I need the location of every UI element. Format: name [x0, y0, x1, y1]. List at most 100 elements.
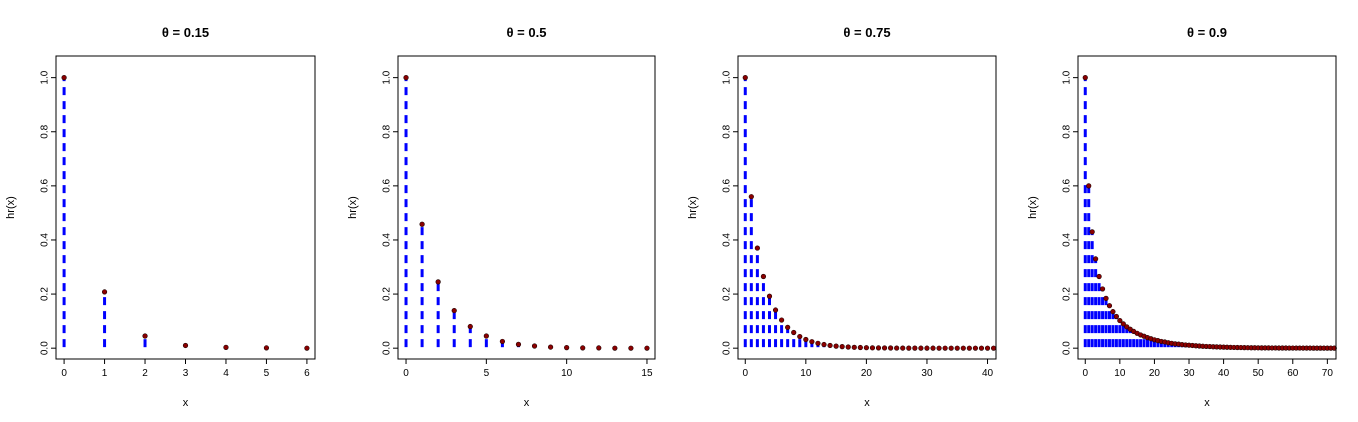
data-point: [644, 345, 650, 351]
y-tick-label: 1.0: [40, 70, 51, 84]
y-axis-label: hr(x): [347, 196, 359, 219]
chart-title: θ = 0.75: [843, 25, 890, 40]
data-point: [875, 345, 882, 351]
y-tick-label: 0.6: [382, 178, 393, 192]
y-tick-label: 1.0: [1062, 70, 1073, 84]
x-axis-label: x: [864, 397, 870, 409]
y-axis-label: hr(x): [687, 196, 699, 219]
y-tick-label: 0.4: [1062, 233, 1073, 247]
x-tick-label: 20: [861, 368, 873, 379]
x-tick-label: 5: [264, 368, 270, 379]
y-tick-label: 0.0: [40, 341, 51, 355]
x-tick-label: 60: [1287, 368, 1299, 379]
data-point: [1106, 303, 1113, 309]
x-tick-label: 1: [102, 368, 108, 379]
data-point: [906, 345, 912, 351]
data-point: [1089, 229, 1095, 235]
data-point: [451, 307, 457, 314]
data-point: [936, 345, 942, 351]
data-point: [869, 345, 876, 351]
x-tick-label: 50: [1253, 368, 1265, 379]
data-point: [827, 342, 833, 349]
data-point: [791, 329, 797, 336]
x-tick-label: 30: [921, 368, 933, 379]
data-point: [1096, 273, 1102, 280]
data-point: [61, 75, 67, 81]
point-series: [403, 75, 650, 351]
data-point: [596, 345, 602, 351]
data-point: [984, 345, 991, 351]
y-tick-label: 1.0: [382, 70, 393, 84]
data-point: [918, 345, 924, 351]
data-point: [435, 279, 441, 285]
y-axis-label: hr(x): [5, 196, 17, 219]
x-tick-label: 40: [982, 368, 994, 379]
data-point: [978, 345, 985, 351]
data-point: [912, 345, 918, 351]
x-axis-label: x: [1204, 397, 1210, 409]
data-point: [803, 336, 809, 343]
data-point: [1082, 75, 1088, 81]
y-tick-label: 0.8: [382, 124, 393, 138]
data-point: [547, 344, 554, 350]
plot-frame: [737, 55, 997, 360]
chart-title: θ = 0.5: [507, 25, 547, 40]
data-point: [960, 345, 966, 351]
x-axis-label: x: [183, 397, 189, 409]
x-tick-label: 40: [1218, 368, 1230, 379]
point-series: [1082, 75, 1337, 351]
data-point: [851, 344, 857, 350]
plot-frame: [55, 55, 316, 360]
plot-frame: [397, 55, 656, 360]
y-axis-label: hr(x): [1027, 196, 1039, 219]
data-point: [403, 75, 409, 81]
x-tick-label: 70: [1322, 368, 1334, 379]
data-point: [772, 307, 779, 313]
data-point: [930, 345, 936, 351]
chart-panel-3: θ = 0.75 0 10 20 30 40 0.0 0.2 0.4 0.6 0.8 1.0 x hr(x…: [687, 25, 997, 409]
data-point: [1110, 309, 1116, 315]
y-tick-label: 0.8: [1062, 124, 1073, 138]
x-tick-label: 5: [484, 368, 490, 379]
point-series: [742, 75, 997, 351]
data-point: [857, 344, 863, 351]
x-axis-label: x: [524, 397, 530, 409]
chart-panel-1: θ = 0.15 0 1 2 3 4 5 6 0.0 0.2 0.4 0.6 0.8 1.0 x hr(x): [5, 25, 316, 409]
data-point: [515, 341, 522, 347]
data-point: [182, 342, 189, 349]
y-tick-label: 0.4: [40, 233, 51, 247]
data-point: [263, 345, 270, 351]
data-point: [966, 345, 972, 351]
data-point: [785, 324, 791, 330]
data-point: [531, 343, 538, 349]
data-point: [101, 289, 108, 295]
data-point: [1117, 317, 1123, 324]
x-tick-label: 4: [223, 368, 229, 379]
data-point: [142, 333, 148, 339]
x-tick-label: 15: [641, 368, 653, 379]
data-point: [223, 344, 229, 350]
data-point: [1331, 345, 1337, 351]
data-point: [1103, 295, 1109, 302]
stem-series: [743, 77, 838, 348]
chart-title: θ = 0.15: [162, 25, 209, 40]
stem-series: [1083, 77, 1201, 348]
x-tick-label: 10: [561, 368, 573, 379]
x-tick-label: 2: [142, 368, 148, 379]
data-point: [924, 345, 930, 351]
data-point: [948, 345, 954, 351]
y-tick-label: 0.8: [40, 124, 51, 138]
y-tick-label: 0.6: [722, 178, 733, 192]
data-point: [483, 333, 489, 339]
data-point: [742, 75, 748, 81]
data-point: [564, 345, 570, 351]
data-point: [839, 344, 845, 350]
data-point: [1120, 321, 1126, 327]
y-tick-label: 0.0: [1062, 341, 1073, 355]
x-tick-label: 20: [1149, 368, 1161, 379]
data-point: [990, 345, 997, 351]
y-tick-label: 0.8: [722, 124, 733, 138]
data-point: [499, 338, 506, 345]
data-point: [304, 345, 310, 351]
data-point: [845, 344, 851, 350]
